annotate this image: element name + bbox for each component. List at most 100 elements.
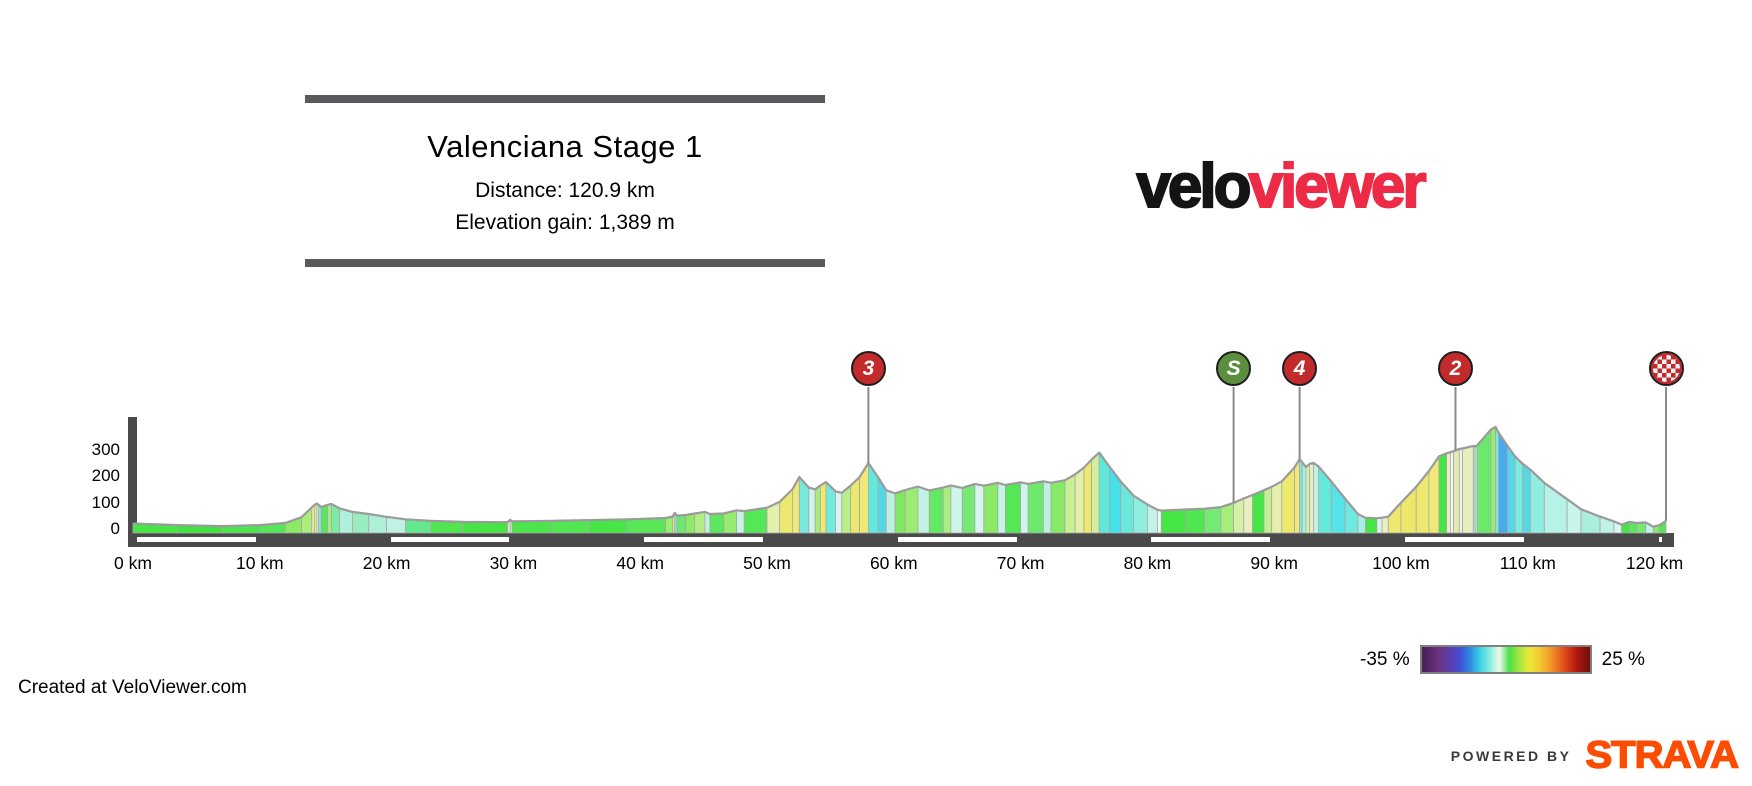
x-tick-label: 60 km (869, 553, 918, 573)
logo-velo-text: velo (1135, 152, 1252, 221)
profile-segment (1357, 513, 1366, 534)
profile-segment (405, 518, 432, 534)
credit-text: Created at VeloViewer.com (18, 677, 247, 698)
profile-segment (1365, 517, 1378, 534)
profile-segment (1281, 466, 1295, 534)
profile-segment (819, 481, 827, 534)
profile-segment (1613, 520, 1622, 534)
profile-segment (1514, 455, 1524, 534)
profile-segment (1400, 485, 1417, 534)
scale-bar-stripe (897, 537, 1017, 542)
legend-max-label: 25 % (1601, 648, 1645, 670)
profile-segment (1027, 480, 1044, 534)
profile-segment (311, 504, 315, 534)
profile-segment (1204, 506, 1222, 534)
profile-segment (736, 509, 745, 534)
profile-segment (1074, 466, 1085, 534)
profile-segment (1621, 521, 1630, 534)
profile-segment (1157, 509, 1162, 534)
profile-segment (1636, 521, 1647, 534)
profile-segment (507, 518, 511, 534)
profile-segment (1043, 480, 1052, 534)
profile-segment (1428, 455, 1440, 534)
profile-segment (1313, 462, 1319, 534)
profile-segment (1233, 497, 1245, 534)
profile-segment (1299, 457, 1303, 534)
profile-segment (704, 511, 711, 534)
profile-segment (511, 520, 552, 534)
gradient-legend: -35 % 25 % (1360, 645, 1645, 674)
x-tick-label: 0 km (114, 553, 152, 573)
x-tick-label: 20 km (362, 553, 411, 573)
profile-segment (320, 504, 329, 534)
y-axis-bar (128, 417, 137, 547)
profile-segment (1376, 517, 1383, 534)
profile-segment (1305, 462, 1311, 534)
legend-min-label: -35 % (1360, 648, 1410, 670)
profile-segment (917, 485, 930, 534)
x-tick-label: 50 km (743, 553, 791, 573)
profile-segment (1462, 445, 1474, 534)
profile-segment (1543, 482, 1568, 534)
profile-segment (868, 461, 879, 534)
profile-segment (1133, 494, 1148, 534)
profile-segment (1381, 516, 1389, 534)
profile-segment (1220, 502, 1234, 534)
profile-segment (1446, 451, 1451, 534)
stage-elevation-gain: Elevation gain: 1,389 m (455, 211, 675, 234)
profile-segment (1652, 524, 1661, 534)
profile-segment (808, 487, 816, 534)
profile-segment (1301, 461, 1307, 534)
profile-segment (1263, 486, 1273, 534)
profile-segment (1450, 450, 1454, 534)
x-axis-scale-bar (128, 533, 1674, 547)
profile-segment (1344, 497, 1359, 534)
profile-segment (1309, 462, 1314, 534)
x-tick-label: 10 km (235, 553, 284, 573)
marker-climb-cat-3: 3 (850, 351, 886, 386)
profile-segment (1160, 509, 1186, 534)
profile-segment (509, 518, 513, 534)
profile-segment (674, 511, 678, 534)
marker-climb-cat-4: 4 (1282, 351, 1318, 386)
profile-segment (1472, 445, 1476, 534)
profile-segment (723, 509, 737, 534)
profile-segment (859, 461, 869, 534)
profile-segment (1387, 501, 1402, 534)
profile-segment (1474, 444, 1478, 534)
profile-segment (1522, 462, 1531, 534)
y-tick-label: 100 (91, 492, 120, 512)
profile-segment (950, 485, 963, 534)
page-title: Valenciana Stage 1 (427, 129, 703, 164)
profile-segment (462, 521, 509, 534)
profile-segment (685, 513, 696, 534)
profile-segment (779, 488, 793, 534)
profile-segment (877, 475, 887, 534)
profile-segment (1529, 468, 1545, 534)
profile-segment (1120, 480, 1134, 534)
profile-segment (850, 476, 860, 534)
profile-segment (928, 487, 944, 534)
profile-segment (1083, 458, 1092, 534)
profile-segment (814, 484, 821, 534)
profile-segment (317, 504, 322, 534)
profile-segment (386, 516, 407, 534)
profile-segment (1109, 465, 1122, 534)
marker-sprint: S (1216, 351, 1252, 386)
profile-segment (1294, 457, 1300, 534)
profile-segment (825, 481, 836, 534)
profile-segment (1147, 503, 1158, 534)
x-tick-label: 100 km (1372, 553, 1430, 573)
profile-segment (835, 490, 843, 534)
profile-segment (1507, 444, 1516, 534)
x-tick-label: 90 km (1250, 553, 1299, 573)
profile-segment (1659, 520, 1667, 534)
profile-segment (1566, 498, 1582, 534)
profile-segment (1318, 465, 1332, 534)
profile-segment (961, 483, 976, 534)
profile-segment (766, 501, 781, 534)
x-tick-label: 30 km (489, 553, 538, 573)
profile-segment (221, 524, 261, 534)
profile-segment (1645, 521, 1654, 534)
y-tick-label: 300 (91, 439, 120, 459)
